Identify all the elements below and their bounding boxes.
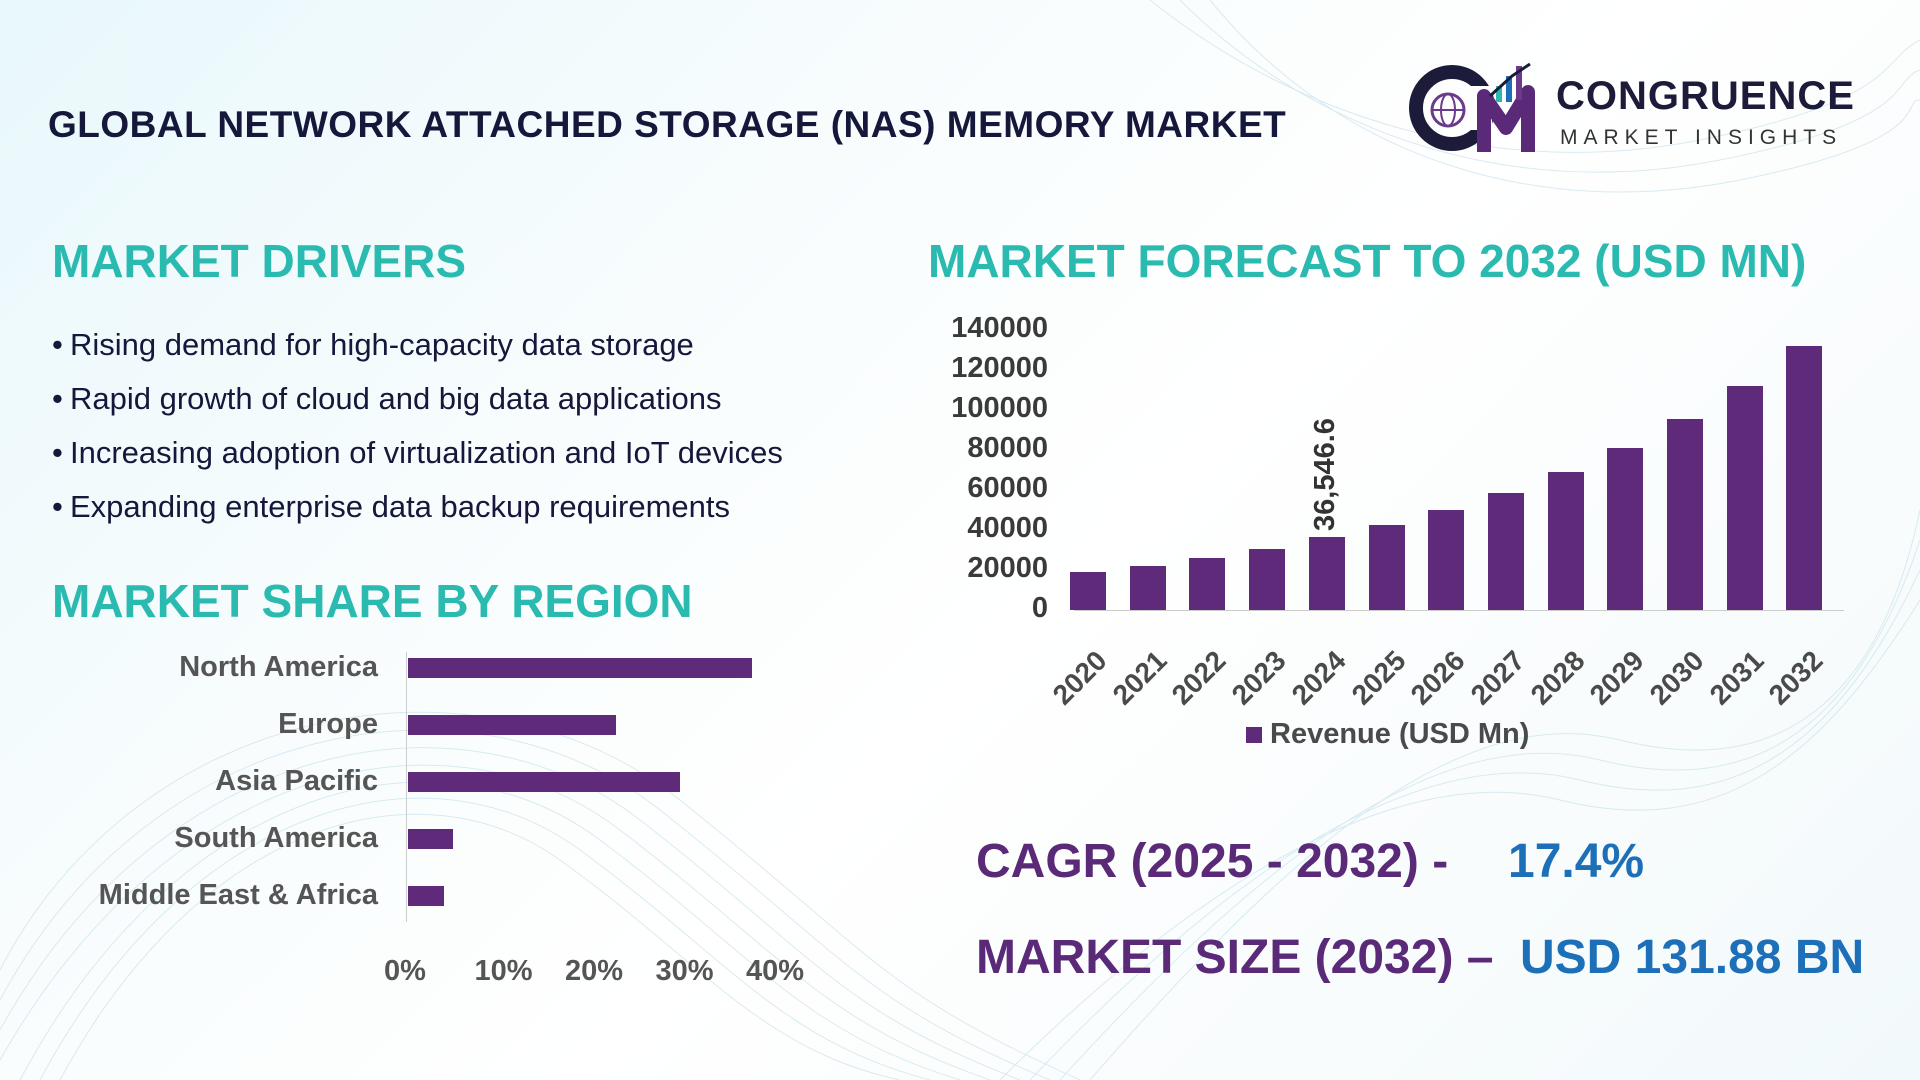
market-size-value: USD 131.88 BN xyxy=(1520,931,1865,984)
brand-tagline: MARKET INSIGHTS xyxy=(1560,126,1843,149)
region-chart-title: MARKET SHARE BY REGION xyxy=(52,575,693,627)
brand-logo-mark xyxy=(1409,62,1535,152)
bullet-icon: • xyxy=(52,327,63,362)
drivers-title: MARKET DRIVERS xyxy=(52,235,467,287)
cagr-value: 17.4% xyxy=(1508,835,1645,888)
page-title: GLOBAL NETWORK ATTACHED STORAGE (NAS) ME… xyxy=(48,104,1287,145)
bullet-icon: • xyxy=(52,435,63,470)
driver-item: • Rapid growth of cloud and big data appl… xyxy=(52,376,783,430)
driver-item: • Rising demand for high-capacity data st… xyxy=(52,322,783,376)
bullet-icon: • xyxy=(52,489,63,524)
legend-swatch xyxy=(1246,727,1262,743)
legend-label: Revenue (USD Mn) xyxy=(1270,718,1530,750)
brand-name: CONGRUENCE xyxy=(1556,74,1855,118)
drivers-list: • Rising demand for high-capacity data st… xyxy=(52,322,783,538)
bullet-icon: • xyxy=(52,381,63,416)
driver-item: • Increasing adoption of virtualization a… xyxy=(52,430,783,484)
market-size-label: MARKET SIZE (2032) – xyxy=(976,931,1494,984)
driver-item: • Expanding enterprise data backup requir… xyxy=(52,484,783,538)
forecast-chart-title: MARKET FORECAST TO 2032 (USD MN) xyxy=(928,235,1807,287)
cagr-label: CAGR (2025 - 2032) - xyxy=(976,835,1449,888)
